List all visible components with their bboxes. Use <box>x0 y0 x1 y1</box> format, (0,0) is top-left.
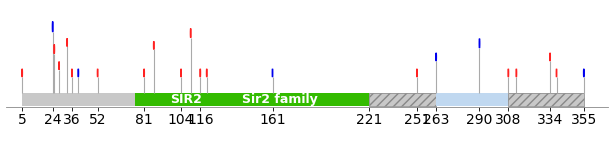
Bar <box>508 93 584 106</box>
Bar <box>22 93 584 106</box>
Text: Sir2 family: Sir2 family <box>242 93 317 106</box>
Bar <box>436 93 508 106</box>
Text: SIR2: SIR2 <box>170 93 202 106</box>
Bar <box>369 93 436 106</box>
Bar <box>134 93 369 106</box>
